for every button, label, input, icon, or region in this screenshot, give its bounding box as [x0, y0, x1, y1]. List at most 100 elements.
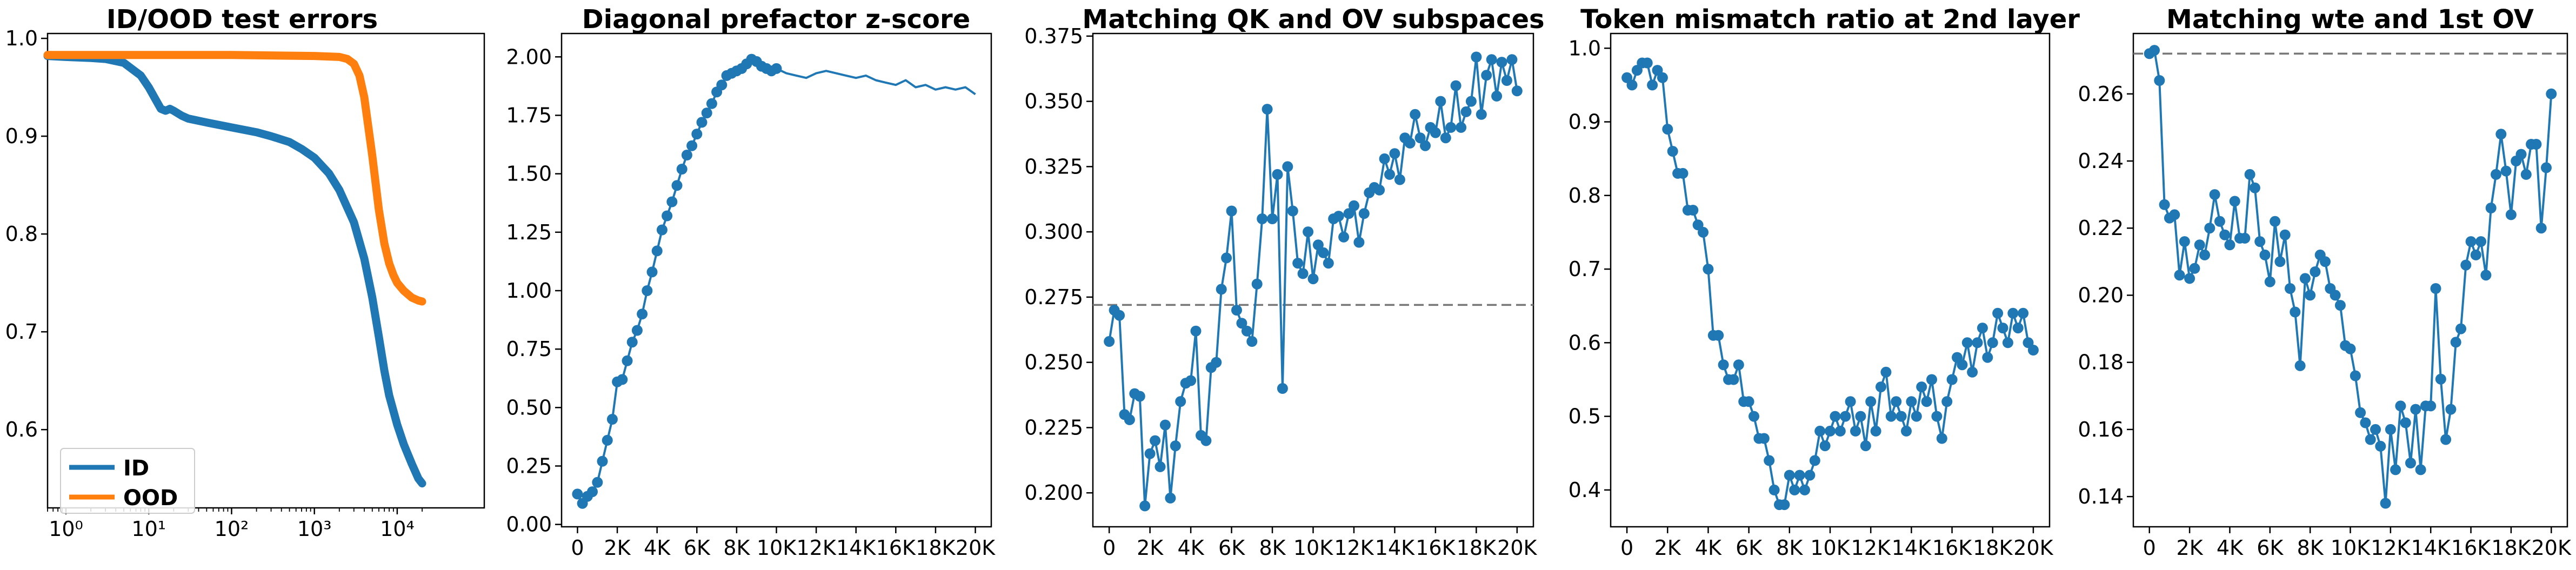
data-point: [706, 98, 717, 109]
data-point: [716, 79, 728, 91]
y-tick-label: 0.300: [1024, 220, 1083, 244]
x-tick-label: 10K: [1810, 536, 1850, 560]
x-tick-label: 10K: [2331, 536, 2371, 560]
data-point: [1241, 325, 1252, 337]
y-tick-label: 0.325: [1024, 155, 1083, 178]
x-tick-label: 16K: [1932, 536, 1972, 560]
data-point: [1338, 231, 1350, 243]
data-point: [2244, 169, 2255, 180]
data-point: [1799, 484, 1810, 495]
data-point: [1855, 411, 1866, 422]
y-axis: 0.14 0.16 0.18 0.20 0.22 0.24 0.26: [2078, 82, 2133, 508]
data-point: [2229, 196, 2240, 207]
data-point: [2370, 424, 2381, 435]
data-point: [2541, 162, 2552, 173]
data-point: [1165, 492, 1176, 504]
data-point: [1414, 132, 1426, 144]
data-point: [1911, 411, 1922, 422]
legend-label-id: ID: [123, 456, 149, 481]
y-axis: 0.4 0.5 0.6 0.7 0.8 0.9 1.0: [1569, 36, 1611, 502]
data-point: [1216, 284, 1227, 295]
y-tick-label: 0.9: [5, 124, 38, 148]
data-point: [2495, 129, 2507, 140]
panel-3: Matching QK and OV subspaces 0.2000.2250…: [1024, 4, 1544, 560]
x-tick-label: 12K: [1851, 536, 1891, 560]
data-point: [2012, 323, 2024, 334]
data-point: [1804, 470, 1816, 481]
data-point: [2239, 232, 2251, 244]
x-tick-label: 12K: [2371, 536, 2411, 560]
data-point: [1307, 273, 1319, 285]
data-point: [1349, 200, 1359, 211]
x-tick-label: 14K: [836, 536, 876, 560]
series-line-ood: [43, 51, 426, 306]
x-tick-label: 6K: [1736, 536, 1763, 560]
data-point: [696, 117, 708, 128]
data-point: [1287, 205, 1298, 217]
data-point: [1718, 359, 1729, 371]
data-point: [701, 108, 712, 119]
data-point: [1114, 310, 1125, 321]
data-point: [1501, 75, 1512, 86]
data-point: [2274, 256, 2286, 267]
x-tick-label: 14K: [1892, 536, 1932, 560]
x-tick-label: 4K: [644, 536, 671, 560]
data-point: [2546, 88, 2557, 99]
data-point: [2219, 229, 2231, 240]
x-tick-label: 20K: [956, 536, 996, 560]
data-point: [1251, 278, 1263, 290]
data-point: [1272, 169, 1283, 180]
y-tick-label: 0.5: [1569, 405, 1601, 428]
data-point: [2491, 169, 2501, 180]
data-point: [1749, 411, 1759, 422]
data-point: [1312, 239, 1324, 251]
data-point: [2027, 345, 2039, 356]
panel-title: Matching wte and 1st OV: [2166, 4, 2534, 35]
data-point: [2531, 139, 2542, 150]
y-tick-label: 1.75: [506, 103, 552, 127]
data-point: [662, 210, 673, 222]
data-point: [572, 488, 583, 500]
data-point: [1687, 205, 1699, 216]
y-tick-label: 0.200: [1024, 481, 1083, 505]
data-point: [1769, 484, 1780, 495]
x-axis: 0 2K 4K 6K 8K 10K 12K 14K 16K 18K 20K: [1103, 527, 1538, 560]
data-point: [1139, 500, 1151, 512]
panel-5: Matching wte and 1st OV 0.14 0.16 0.18 0.20…: [2078, 4, 2572, 560]
data-point: [1896, 411, 1907, 422]
data-point: [1936, 433, 1947, 444]
data-point: [2515, 149, 2527, 160]
data-point: [2465, 236, 2477, 247]
x-tick-label: 10⁰: [49, 517, 83, 541]
data-point: [1733, 359, 1744, 371]
data-point: [1481, 70, 1492, 81]
y-tick-label: 0.16: [2078, 418, 2124, 441]
data-point: [2470, 249, 2481, 260]
data-point: [1926, 374, 1937, 385]
data-point: [1667, 146, 1678, 157]
x-tick-label: 14K: [2411, 536, 2451, 560]
data-point: [1404, 137, 1416, 149]
data-point: [1885, 411, 1897, 422]
data-point: [1200, 435, 1212, 446]
data-point: [2002, 337, 2013, 348]
x-tick-label: 0: [571, 536, 584, 560]
panel-title: Token mismatch ratio at 2nd layer: [1580, 4, 2080, 35]
data-point: [642, 285, 653, 296]
data-point: [2405, 458, 2416, 468]
y-tick-label: 0.8: [5, 222, 38, 246]
data-point: [1789, 484, 1800, 495]
data-point: [1450, 80, 1461, 91]
x-tick-label: 2K: [1654, 536, 1681, 560]
data-point: [1303, 226, 1314, 238]
data-point: [691, 129, 703, 140]
data-layer: [2133, 45, 2567, 509]
data-point: [1394, 174, 1405, 185]
data-point: [1931, 411, 1943, 422]
data-point: [2360, 417, 2371, 428]
x-tick-label: 8K: [1259, 536, 1286, 560]
y-tick-label: 0.7: [5, 320, 38, 344]
data-point: [2305, 290, 2316, 301]
data-point: [1997, 323, 2008, 334]
x-tick-label: 16K: [1416, 536, 1456, 560]
